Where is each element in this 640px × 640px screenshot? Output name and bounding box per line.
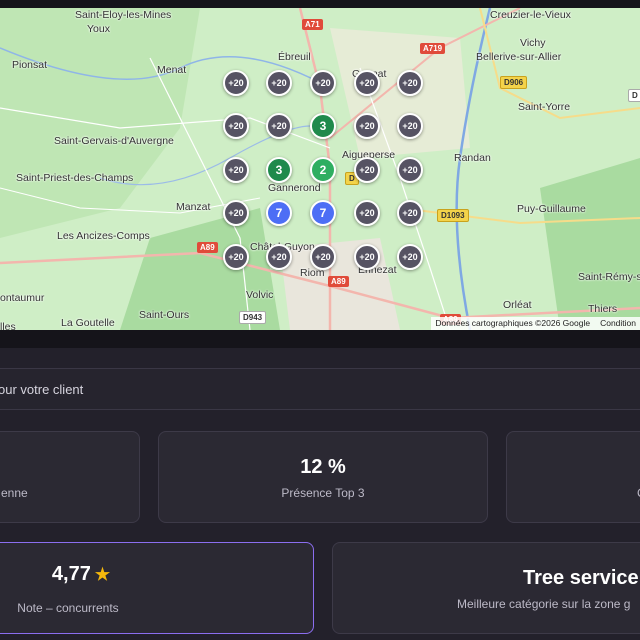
map-view[interactable]: YouxPionsatMenatÉbreuilGannatVichyBeller… [0,8,640,330]
map-cluster-marker[interactable]: +20 [354,70,380,96]
map-cluster-marker[interactable]: +20 [310,244,336,270]
stat-card-third-label: C [637,486,640,500]
road-shield: A719 [420,43,446,54]
map-place-label: Volvic [246,289,274,301]
map-attribution-text: Données cartographiques ©2026 Google [435,318,591,328]
map-place-label: Vichy [520,37,546,49]
map-place-label: Youx [87,23,110,35]
map-place-label: Menat [157,64,187,76]
map-place-label: Saint-Priest-des-Champs [16,172,134,184]
stat-card-rating-label: Note – concurrents [17,601,119,615]
map-place-label: Randan [454,152,491,164]
road-shield: D1093 [437,209,469,222]
map-cluster-marker[interactable]: +20 [354,200,380,226]
map-place-label: Bellerive-sur-Allier [476,51,562,63]
star-icon: ★ [94,565,111,584]
map-cluster-marker[interactable]: +20 [354,113,380,139]
map-cluster-marker[interactable]: +20 [223,113,249,139]
road-shield: A89 [328,276,349,287]
map-place-label: Manzat [176,201,211,213]
map-cluster-marker[interactable]: +20 [223,244,249,270]
map-place-label: Puy-Guillaume [517,203,586,215]
map-conditions-link[interactable]: Condition [600,318,636,328]
map-place-label: Pionsat [12,59,48,71]
map-place-label: Saint-Rémy-s [578,271,640,283]
map-cluster-marker[interactable]: 7 [310,200,336,226]
map-cluster-marker[interactable]: +20 [397,157,423,183]
map-place-label: Les Ancizes-Comps [57,230,150,242]
road-shield: D [628,89,640,102]
map-place-label: Saint-Ours [139,309,190,321]
map-cluster-marker[interactable]: +20 [223,157,249,183]
map-cluster-marker[interactable]: +20 [397,70,423,96]
map-cluster-marker[interactable]: 7 [266,200,292,226]
client-selector-text: our votre client [0,382,84,397]
stat-card-rating-value-wrap: 4,77 ★ [0,563,171,586]
map-place-label: Saint-Yorre [518,101,571,113]
map-place-label: Saint-Eloy-les-Mines [75,9,172,21]
map-cluster-marker[interactable]: +20 [266,244,292,270]
map-place-label: Thiers [588,303,618,315]
map-place-label: Creuzier-le-Vieux [490,9,571,21]
map-cluster-marker[interactable]: 2 [310,157,336,183]
panel-divider [0,330,640,348]
stat-card-rating-value: 4,77 [51,563,91,585]
stat-card-competitor-rating: 4,77 ★ Note – concurrents [0,542,314,634]
map-place-label: Ébreuil [278,51,311,63]
stat-card-average-label: enne [1,486,28,500]
stat-card-third: C [506,431,640,523]
road-shield: A89 [197,242,218,253]
road-shield: D906 [500,76,528,89]
map-place-label: Gannerond [268,182,321,194]
map-cluster-marker[interactable]: 3 [266,157,292,183]
road-shield: D943 [239,311,267,324]
map-place-label: ontaumur [0,292,45,304]
map-place-label: La Goutelle [61,317,115,329]
stat-card-category-label: Meilleure catégorie sur la zone g [457,597,631,611]
map-cluster-marker[interactable]: +20 [266,113,292,139]
stat-card-top3: 12 % Présence Top 3 [158,431,488,523]
map-cluster-marker[interactable]: +20 [354,244,380,270]
map-cluster-marker[interactable]: 3 [310,113,336,139]
client-selector-bar[interactable]: our votre client [0,368,640,410]
map-cluster-marker[interactable]: +20 [397,200,423,226]
stat-card-average: enne [0,431,140,523]
stat-card-best-category: Tree service Meilleure catégorie sur la … [332,542,640,634]
map-cluster-marker[interactable]: +20 [354,157,380,183]
window-top-strip [0,0,640,8]
map-cluster-marker[interactable]: +20 [310,70,336,96]
map-cluster-marker[interactable]: +20 [266,70,292,96]
map-place-label: lles [0,321,16,330]
map-place-label: Orléat [503,299,532,311]
stat-card-top3-label: Présence Top 3 [281,486,365,500]
road-shield: A71 [302,19,323,30]
map-place-label: Riom [300,267,325,279]
map-cluster-marker[interactable]: +20 [397,113,423,139]
map-cluster-marker[interactable]: +20 [223,200,249,226]
stat-card-top3-value: 12 % [300,456,346,478]
map-cluster-marker[interactable]: +20 [397,244,423,270]
map-place-label: Saint-Gervais-d'Auvergne [54,135,174,147]
map-place-label: Aigueperse [342,149,396,161]
map-attribution: Données cartographiques ©2026 Google Cond… [431,317,640,330]
stat-card-category-value: Tree service [523,567,639,589]
map-cluster-marker[interactable]: +20 [223,70,249,96]
